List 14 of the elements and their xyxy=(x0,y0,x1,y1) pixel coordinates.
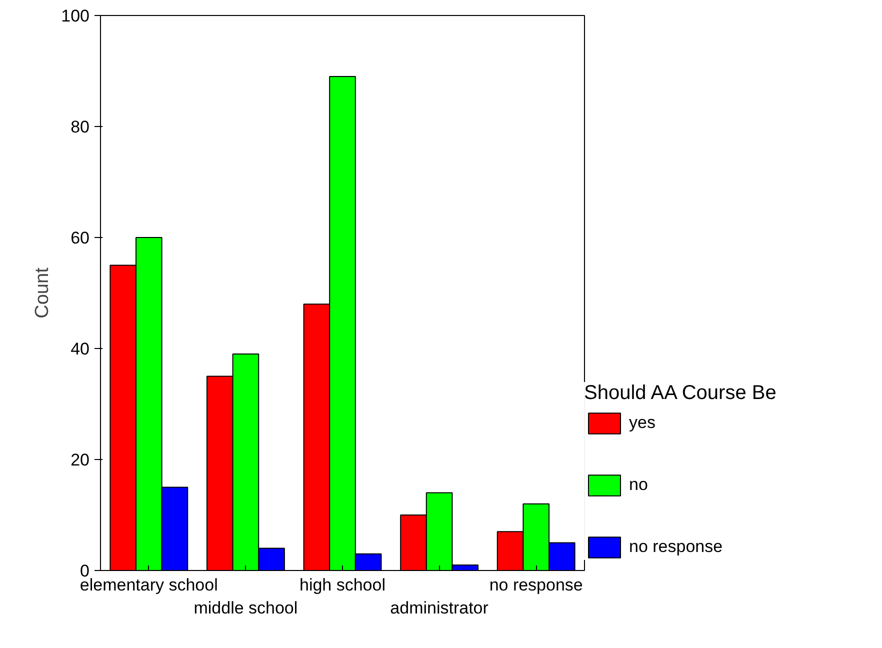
y-tick-label: 100 xyxy=(61,6,90,26)
legend-title: Should AA Course Be xyxy=(584,382,776,405)
legend-label: yes xyxy=(629,413,656,433)
y-tick-label: 60 xyxy=(70,228,90,248)
x-tick-label: administrator xyxy=(390,598,489,618)
y-tick-label: 40 xyxy=(70,340,90,358)
x-tick-label: high school xyxy=(300,576,386,594)
y-tick-label: 20 xyxy=(70,450,90,470)
x-tick-label: no response xyxy=(489,576,583,594)
y-axis-title: Count xyxy=(32,266,54,318)
legend-label: no response xyxy=(629,537,723,557)
y-tick-label: 80 xyxy=(70,118,90,136)
x-tick-label: middle school xyxy=(194,598,298,618)
legend-label: no xyxy=(629,475,649,495)
